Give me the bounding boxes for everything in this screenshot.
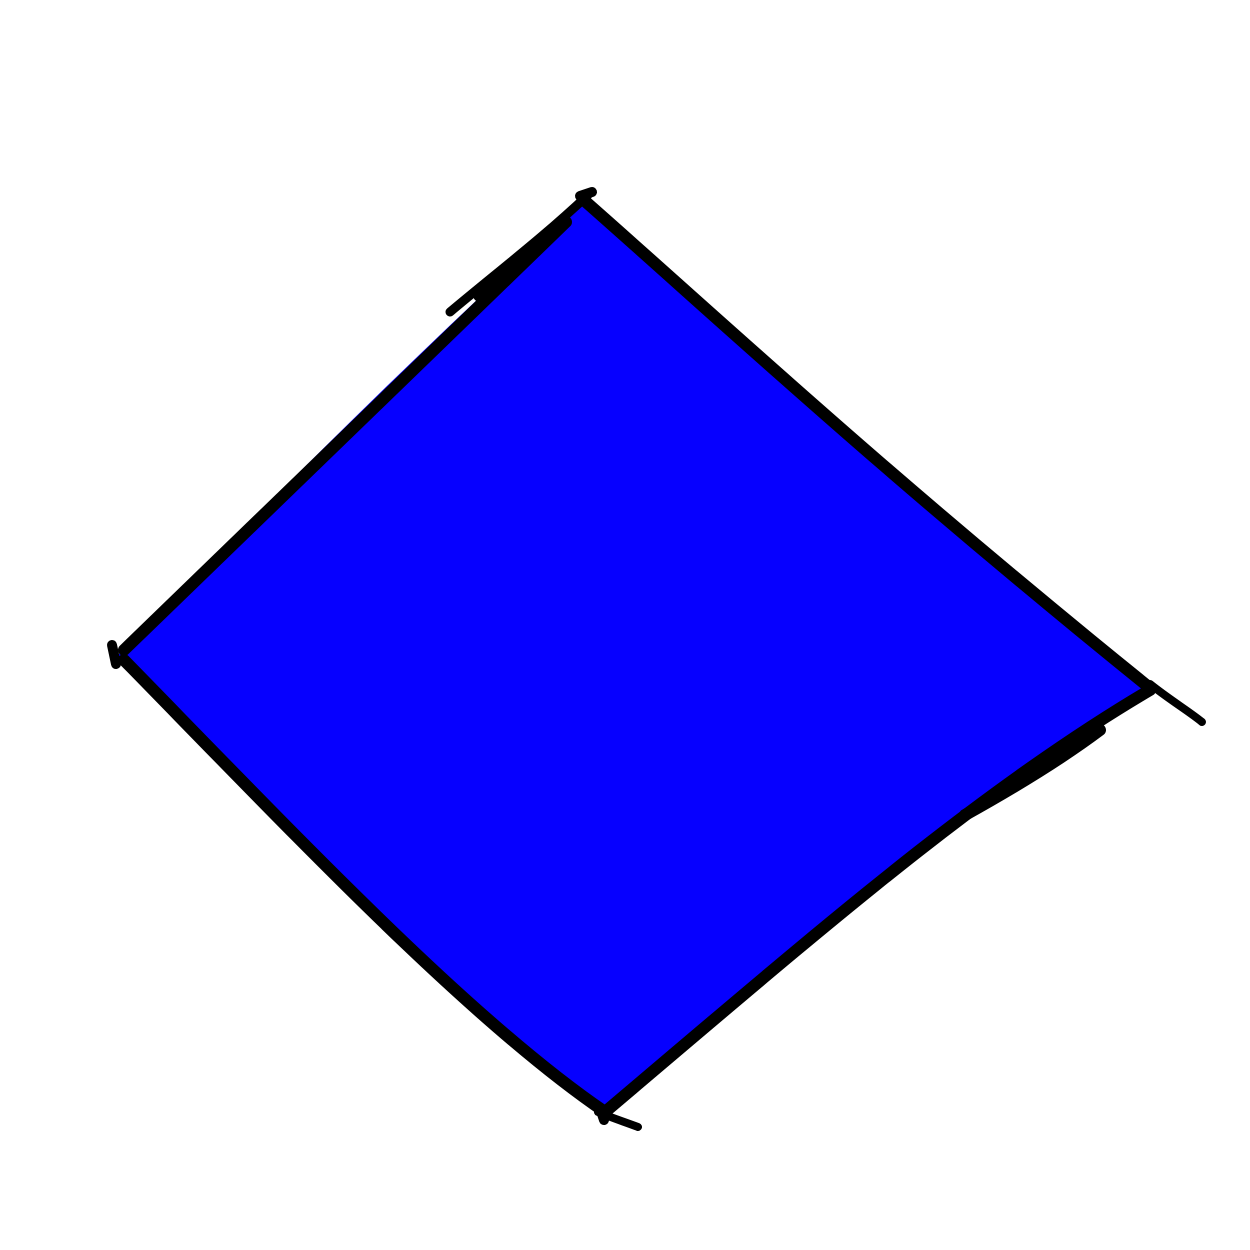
edge-top-left (118, 216, 572, 656)
edge-bottom-right-scribble (959, 724, 1106, 821)
edge-bottom-right (599, 684, 1156, 1118)
blue-quadrilateral-fill (118, 198, 1150, 1112)
edge-bottom-left (118, 654, 611, 1118)
edge-top-left-scribble (473, 218, 567, 302)
vertex-bottom-mark (595, 1103, 609, 1125)
quadrilateral-outline (107, 187, 1206, 1131)
vertex-top-mark (575, 187, 597, 201)
edge-top-right (580, 196, 1156, 694)
vertex-left-mark (107, 640, 121, 669)
